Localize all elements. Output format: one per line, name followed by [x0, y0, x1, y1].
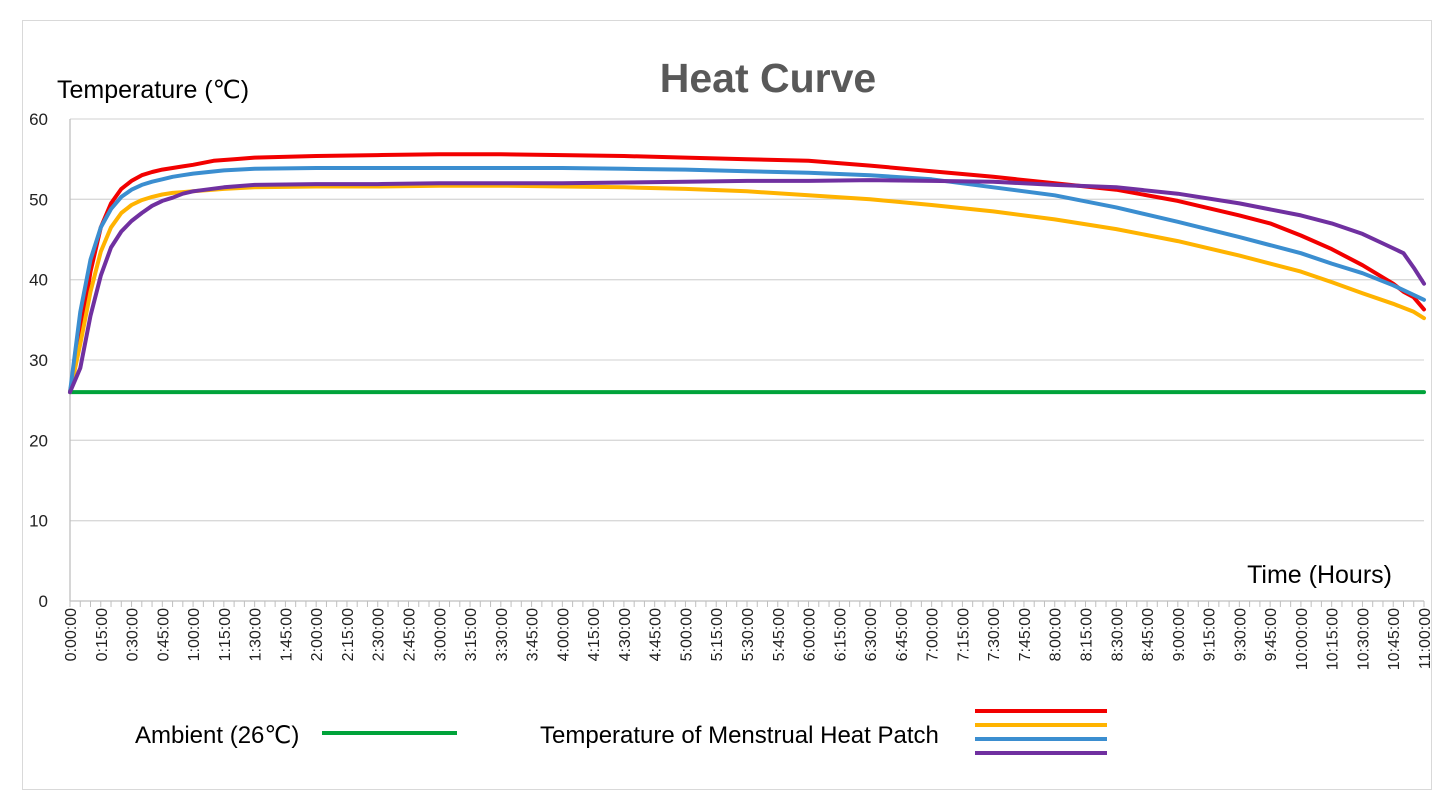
- series-line-4: [68, 166, 1426, 395]
- x-tick-label: 2:45:00: [402, 608, 419, 661]
- chart-title: Heat Curve: [660, 55, 876, 101]
- y-axis-ticks: 0 10 20 30 40 50 60: [29, 110, 48, 611]
- x-tick-label: 7:45:00: [1017, 608, 1034, 661]
- x-tick-label: 10:00:00: [1294, 608, 1311, 670]
- x-tick-label: 9:45:00: [1263, 608, 1280, 661]
- x-tick-label: 3:30:00: [494, 608, 511, 661]
- x-tick-label: 8:15:00: [1079, 608, 1096, 661]
- x-tick-label: 3:45:00: [525, 608, 542, 661]
- x-tick-label: 2:00:00: [309, 608, 326, 661]
- x-tick-label: 1:45:00: [278, 608, 295, 661]
- x-tick-label: 5:30:00: [740, 608, 757, 661]
- legend-ambient-label: Ambient (26℃): [135, 722, 299, 749]
- gridlines: [70, 118, 1424, 522]
- x-tick-label: 8:30:00: [1109, 608, 1126, 661]
- x-tick-label: 7:30:00: [986, 608, 1003, 661]
- x-tick-label: 0:30:00: [125, 608, 142, 661]
- series-lines: [68, 152, 1426, 395]
- series-line-2: [68, 152, 1426, 395]
- y-tick-label: 50: [29, 190, 48, 209]
- x-tick-label: 5:00:00: [678, 608, 695, 661]
- x-tick-label: 4:30:00: [617, 608, 634, 661]
- x-tick-label: 6:00:00: [802, 608, 819, 661]
- y-tick-label: 60: [29, 110, 48, 129]
- y-tick-label: 30: [29, 351, 48, 370]
- x-tick-label: 10:45:00: [1386, 608, 1403, 670]
- x-tick-label: 4:45:00: [648, 608, 665, 661]
- x-tick-label: 9:15:00: [1202, 608, 1219, 661]
- x-tick-label: 4:15:00: [586, 608, 603, 661]
- x-tick-label: 10:15:00: [1325, 608, 1342, 670]
- x-axis: 0:00:00 0:15:00 0:30:00 0:45:00 1:00:00 1:15:…: [63, 119, 1434, 670]
- x-tick-label: 6:30:00: [863, 608, 880, 661]
- x-tick-label: 1:00:00: [186, 608, 203, 661]
- chart-area: [22, 20, 1432, 790]
- x-tick-label: 9:30:00: [1232, 608, 1249, 661]
- x-tick-label: 2:15:00: [340, 608, 357, 661]
- x-tick-label: 8:00:00: [1048, 608, 1065, 661]
- series-line-5: [68, 178, 1426, 395]
- y-axis-title: Temperature (℃): [57, 76, 249, 104]
- y-tick-label: 40: [29, 271, 48, 290]
- x-tick-label: 5:15:00: [709, 608, 726, 661]
- x-tick-label: 5:45:00: [771, 608, 788, 661]
- x-tick-label: 1:30:00: [248, 608, 265, 661]
- series-line-3: [68, 183, 1426, 395]
- x-tick-label: 10:30:00: [1355, 608, 1372, 670]
- y-tick-label: 0: [39, 592, 48, 611]
- x-tick-label: 11:00:00: [1417, 608, 1434, 669]
- x-tick-label: 1:15:00: [217, 608, 234, 661]
- x-axis-title: Time (Hours): [1247, 561, 1392, 589]
- x-tick-label: 7:00:00: [925, 608, 942, 661]
- y-tick-label: 20: [29, 431, 48, 450]
- x-tick-label: 0:00:00: [63, 608, 80, 661]
- x-tick-label: 8:45:00: [1140, 608, 1157, 661]
- x-tick-label: 2:30:00: [371, 608, 388, 661]
- x-tick-label: 0:45:00: [155, 608, 172, 661]
- legend-patch-swatches: [975, 709, 1107, 755]
- legend: Ambient (26℃) Temperature of Menstrual H…: [135, 709, 1107, 755]
- y-tick-label: 10: [29, 512, 48, 531]
- x-tick-label: 6:45:00: [894, 608, 911, 661]
- legend-patch-label: Temperature of Menstrual Heat Patch: [540, 722, 939, 749]
- x-tick-label: 6:15:00: [832, 608, 849, 661]
- x-tick-label: 7:15:00: [955, 608, 972, 661]
- x-tick-label: 9:00:00: [1171, 608, 1188, 661]
- x-tick-label: 0:15:00: [94, 608, 111, 661]
- x-tick-label: 3:00:00: [432, 608, 449, 661]
- x-tick-label: 3:15:00: [463, 608, 480, 661]
- x-tick-label: 4:00:00: [555, 608, 572, 661]
